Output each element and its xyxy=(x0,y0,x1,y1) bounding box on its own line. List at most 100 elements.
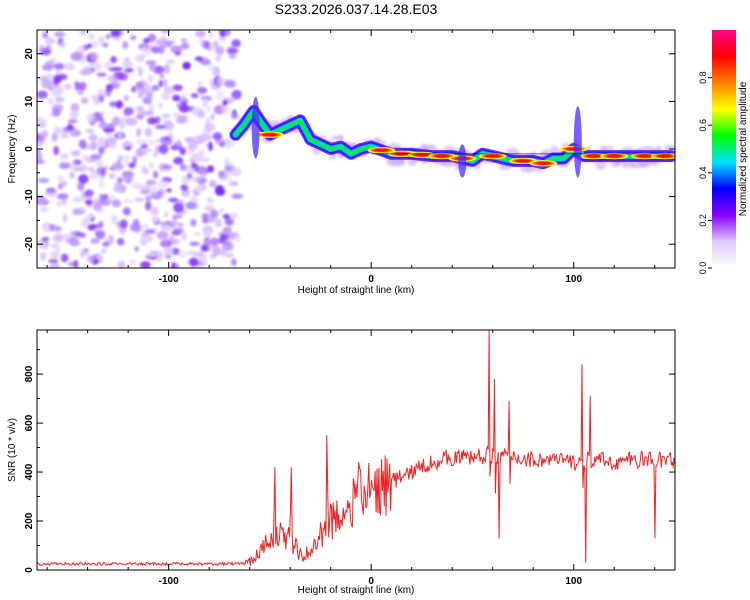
noise-blob xyxy=(102,241,110,247)
noise-blob xyxy=(220,248,227,257)
noise-blob xyxy=(42,31,49,39)
noise-blob xyxy=(70,102,80,112)
noise-blob xyxy=(209,253,217,259)
noise-blob xyxy=(136,127,142,137)
noise-blob xyxy=(189,196,199,204)
ridge-peak-core xyxy=(636,154,653,158)
noise-blob xyxy=(219,141,225,148)
noise-blob xyxy=(121,61,134,68)
noise-blob xyxy=(89,154,102,160)
noise-blob xyxy=(181,189,191,198)
snr-axes: -100 0 100 0 200 400 600 800 xyxy=(24,330,675,587)
noise-blob xyxy=(90,52,97,61)
noise-blob xyxy=(208,141,213,152)
noise-blob xyxy=(97,137,106,147)
noise-blob xyxy=(118,154,123,161)
noise-blob xyxy=(64,62,76,71)
noise-blob xyxy=(37,177,50,183)
noise-blob xyxy=(77,182,83,192)
noise-blob xyxy=(84,199,93,205)
noise-blob xyxy=(83,250,89,256)
noise-blob xyxy=(89,170,99,180)
noise-blob xyxy=(53,74,62,84)
noise-blob xyxy=(197,81,203,87)
noise-blob xyxy=(132,155,137,165)
noise-blob xyxy=(108,172,116,180)
noise-blob xyxy=(129,259,136,266)
noise-blob xyxy=(40,251,47,261)
noise-blob xyxy=(161,92,170,101)
ridge-track xyxy=(229,96,675,178)
noise-blob xyxy=(218,207,224,214)
noise-blob xyxy=(151,46,161,54)
noise-blob xyxy=(164,211,169,218)
y-tick-label: 10 xyxy=(24,95,35,107)
noise-blob xyxy=(194,163,199,173)
y-tick-label: 0 xyxy=(24,567,35,573)
noise-blob xyxy=(158,79,163,88)
noise-blob xyxy=(60,253,69,263)
noise-blob xyxy=(231,193,243,199)
noise-blob xyxy=(124,145,132,151)
noise-blob xyxy=(136,114,145,120)
noise-blob xyxy=(194,185,202,193)
noise-blob xyxy=(194,56,204,62)
noise-blob xyxy=(196,134,208,144)
noise-blob xyxy=(68,261,75,267)
noise-blob xyxy=(215,55,221,62)
noise-blob xyxy=(136,65,143,71)
noise-blob xyxy=(164,86,175,95)
ridge-peak-core xyxy=(606,154,623,158)
noise-blob xyxy=(151,84,160,91)
noise-blob xyxy=(88,32,95,41)
noise-blob xyxy=(181,231,187,241)
ridge-peak-core xyxy=(261,133,278,137)
noise-blob xyxy=(179,163,187,171)
noise-blob xyxy=(91,95,95,100)
ridge-peak-core xyxy=(484,154,501,158)
noise-blob xyxy=(146,139,157,145)
noise-blob xyxy=(105,83,114,92)
noise-blob xyxy=(230,167,242,177)
noise-blob xyxy=(178,103,190,113)
noise-blob xyxy=(163,247,174,256)
noise-blob xyxy=(145,201,152,211)
snr-y-axis-label: SNR (10 * v/v) xyxy=(7,418,18,482)
ridge-peak-core xyxy=(535,161,552,165)
noise-blob xyxy=(206,165,215,173)
noise-blob xyxy=(111,199,121,208)
ridge-haze-blob xyxy=(642,162,650,168)
noise-blob xyxy=(56,175,65,182)
y-tick-label: 20 xyxy=(24,48,35,60)
snr-panel: -100 0 100 0 200 400 600 800 Height of straight… xyxy=(7,329,676,596)
noise-blob xyxy=(84,189,94,197)
ridge-peak-core xyxy=(586,154,602,158)
noise-blob xyxy=(189,241,201,246)
noise-blob xyxy=(158,44,165,55)
noise-blob xyxy=(87,167,95,172)
noise-blob xyxy=(221,106,231,114)
noise-blob xyxy=(42,236,50,242)
noise-blob xyxy=(81,155,91,160)
noise-blob xyxy=(230,181,239,186)
colorbar-tick-label: 0.6 xyxy=(698,119,708,132)
noise-blob xyxy=(224,165,232,173)
noise-blob xyxy=(41,48,52,56)
noise-blob xyxy=(150,206,159,216)
noise-blob xyxy=(80,218,89,227)
noise-blob xyxy=(74,80,80,91)
noise-blob xyxy=(49,262,61,268)
snr-line xyxy=(37,330,675,567)
colorbar-tick-label: 0.4 xyxy=(698,167,708,180)
noise-blob xyxy=(79,81,87,91)
noise-blob xyxy=(229,54,237,59)
colorbar: 0.0 0.2 0.4 0.6 0.8 Normalized spectral ampl… xyxy=(698,30,749,274)
colorbar-label: Normalized spectral amplitude xyxy=(738,81,749,216)
noise-blob xyxy=(129,167,134,173)
noise-blob xyxy=(69,172,75,179)
noise-blob xyxy=(55,244,61,254)
noise-blob xyxy=(215,90,225,101)
noise-blob xyxy=(173,157,184,165)
noise-blob xyxy=(73,259,79,268)
